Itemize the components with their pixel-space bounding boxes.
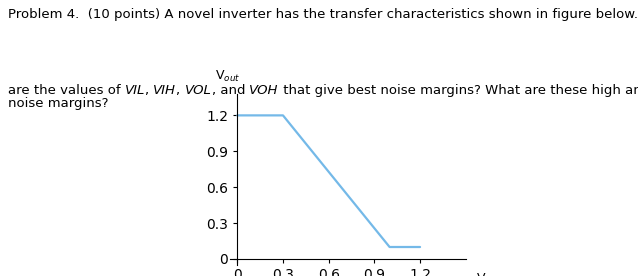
Text: VIL: VIL <box>124 84 145 97</box>
Text: Problem 4.  (10 points) A novel inverter has the transfer characteristics shown : Problem 4. (10 points) A novel inverter … <box>8 8 638 21</box>
Text: that give best noise margins? What are these high and low: that give best noise margins? What are t… <box>279 84 638 97</box>
Text: VOH: VOH <box>249 84 279 97</box>
Text: are the values of: are the values of <box>8 84 124 97</box>
X-axis label: V$_{in}$: V$_{in}$ <box>475 272 494 276</box>
Text: ,: , <box>145 84 153 97</box>
Text: noise margins?: noise margins? <box>8 97 108 110</box>
Text: , and: , and <box>212 84 249 97</box>
Text: ,: , <box>176 84 184 97</box>
Text: VOL: VOL <box>184 84 212 97</box>
Text: VIH: VIH <box>153 84 176 97</box>
Y-axis label: V$_{out}$: V$_{out}$ <box>214 68 240 84</box>
